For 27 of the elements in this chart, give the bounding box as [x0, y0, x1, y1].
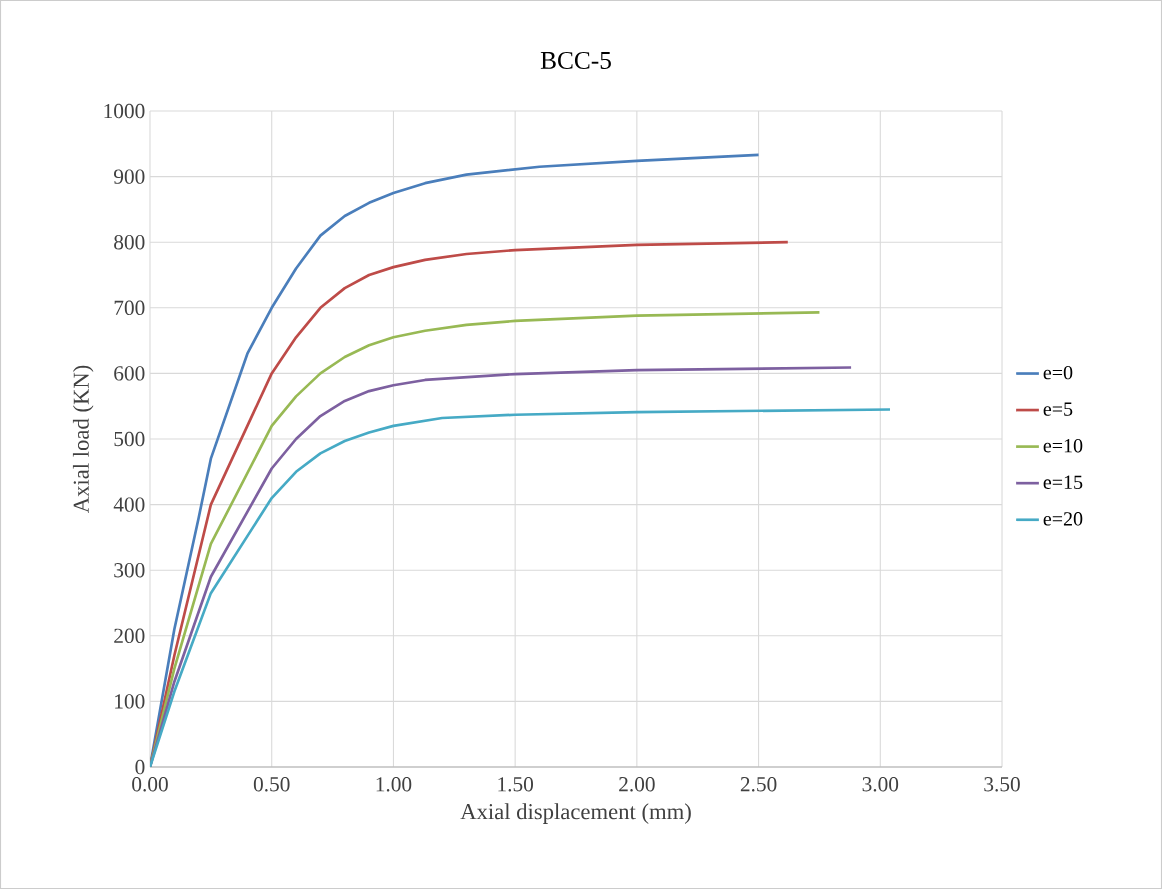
y-tick-label: 800	[114, 235, 145, 250]
y-tick-label: 700	[114, 300, 145, 315]
x-tick-label: 0.00	[132, 777, 168, 792]
y-tick-label: 900	[113, 169, 145, 184]
y-axis-title: Axial load (KN)	[72, 365, 94, 514]
x-tick-label: 2.00	[619, 777, 655, 792]
x-tick-label: 1.50	[498, 777, 533, 792]
x-tick-label: 3.00	[862, 777, 899, 792]
y-tick-label: 200	[114, 628, 145, 643]
legend-label: e=10	[1043, 438, 1083, 453]
chart-title: BCC-5	[540, 51, 611, 69]
y-tick-label: 1000	[104, 103, 145, 119]
y-tick-label: 100	[115, 694, 145, 709]
x-tick-label: 0.50	[253, 777, 290, 792]
legend-label: e=5	[1043, 402, 1073, 416]
legend-label: e=0	[1043, 365, 1073, 380]
legend-label: e=20	[1043, 512, 1083, 526]
y-tick-label: 0	[135, 759, 145, 775]
y-tick-label: 300	[114, 563, 145, 578]
x-tick-label: 2.50	[740, 777, 777, 792]
y-tick-label: 500	[114, 431, 145, 447]
legend-label: e=15	[1043, 475, 1083, 489]
y-tick-label: 400	[113, 497, 145, 512]
x-tick-label: 3.50	[984, 777, 1020, 792]
x-tick-label: 1.00	[376, 777, 412, 792]
y-tick-label: 600	[114, 366, 145, 381]
x-axis-title: Axial displacement (mm)	[460, 803, 691, 824]
